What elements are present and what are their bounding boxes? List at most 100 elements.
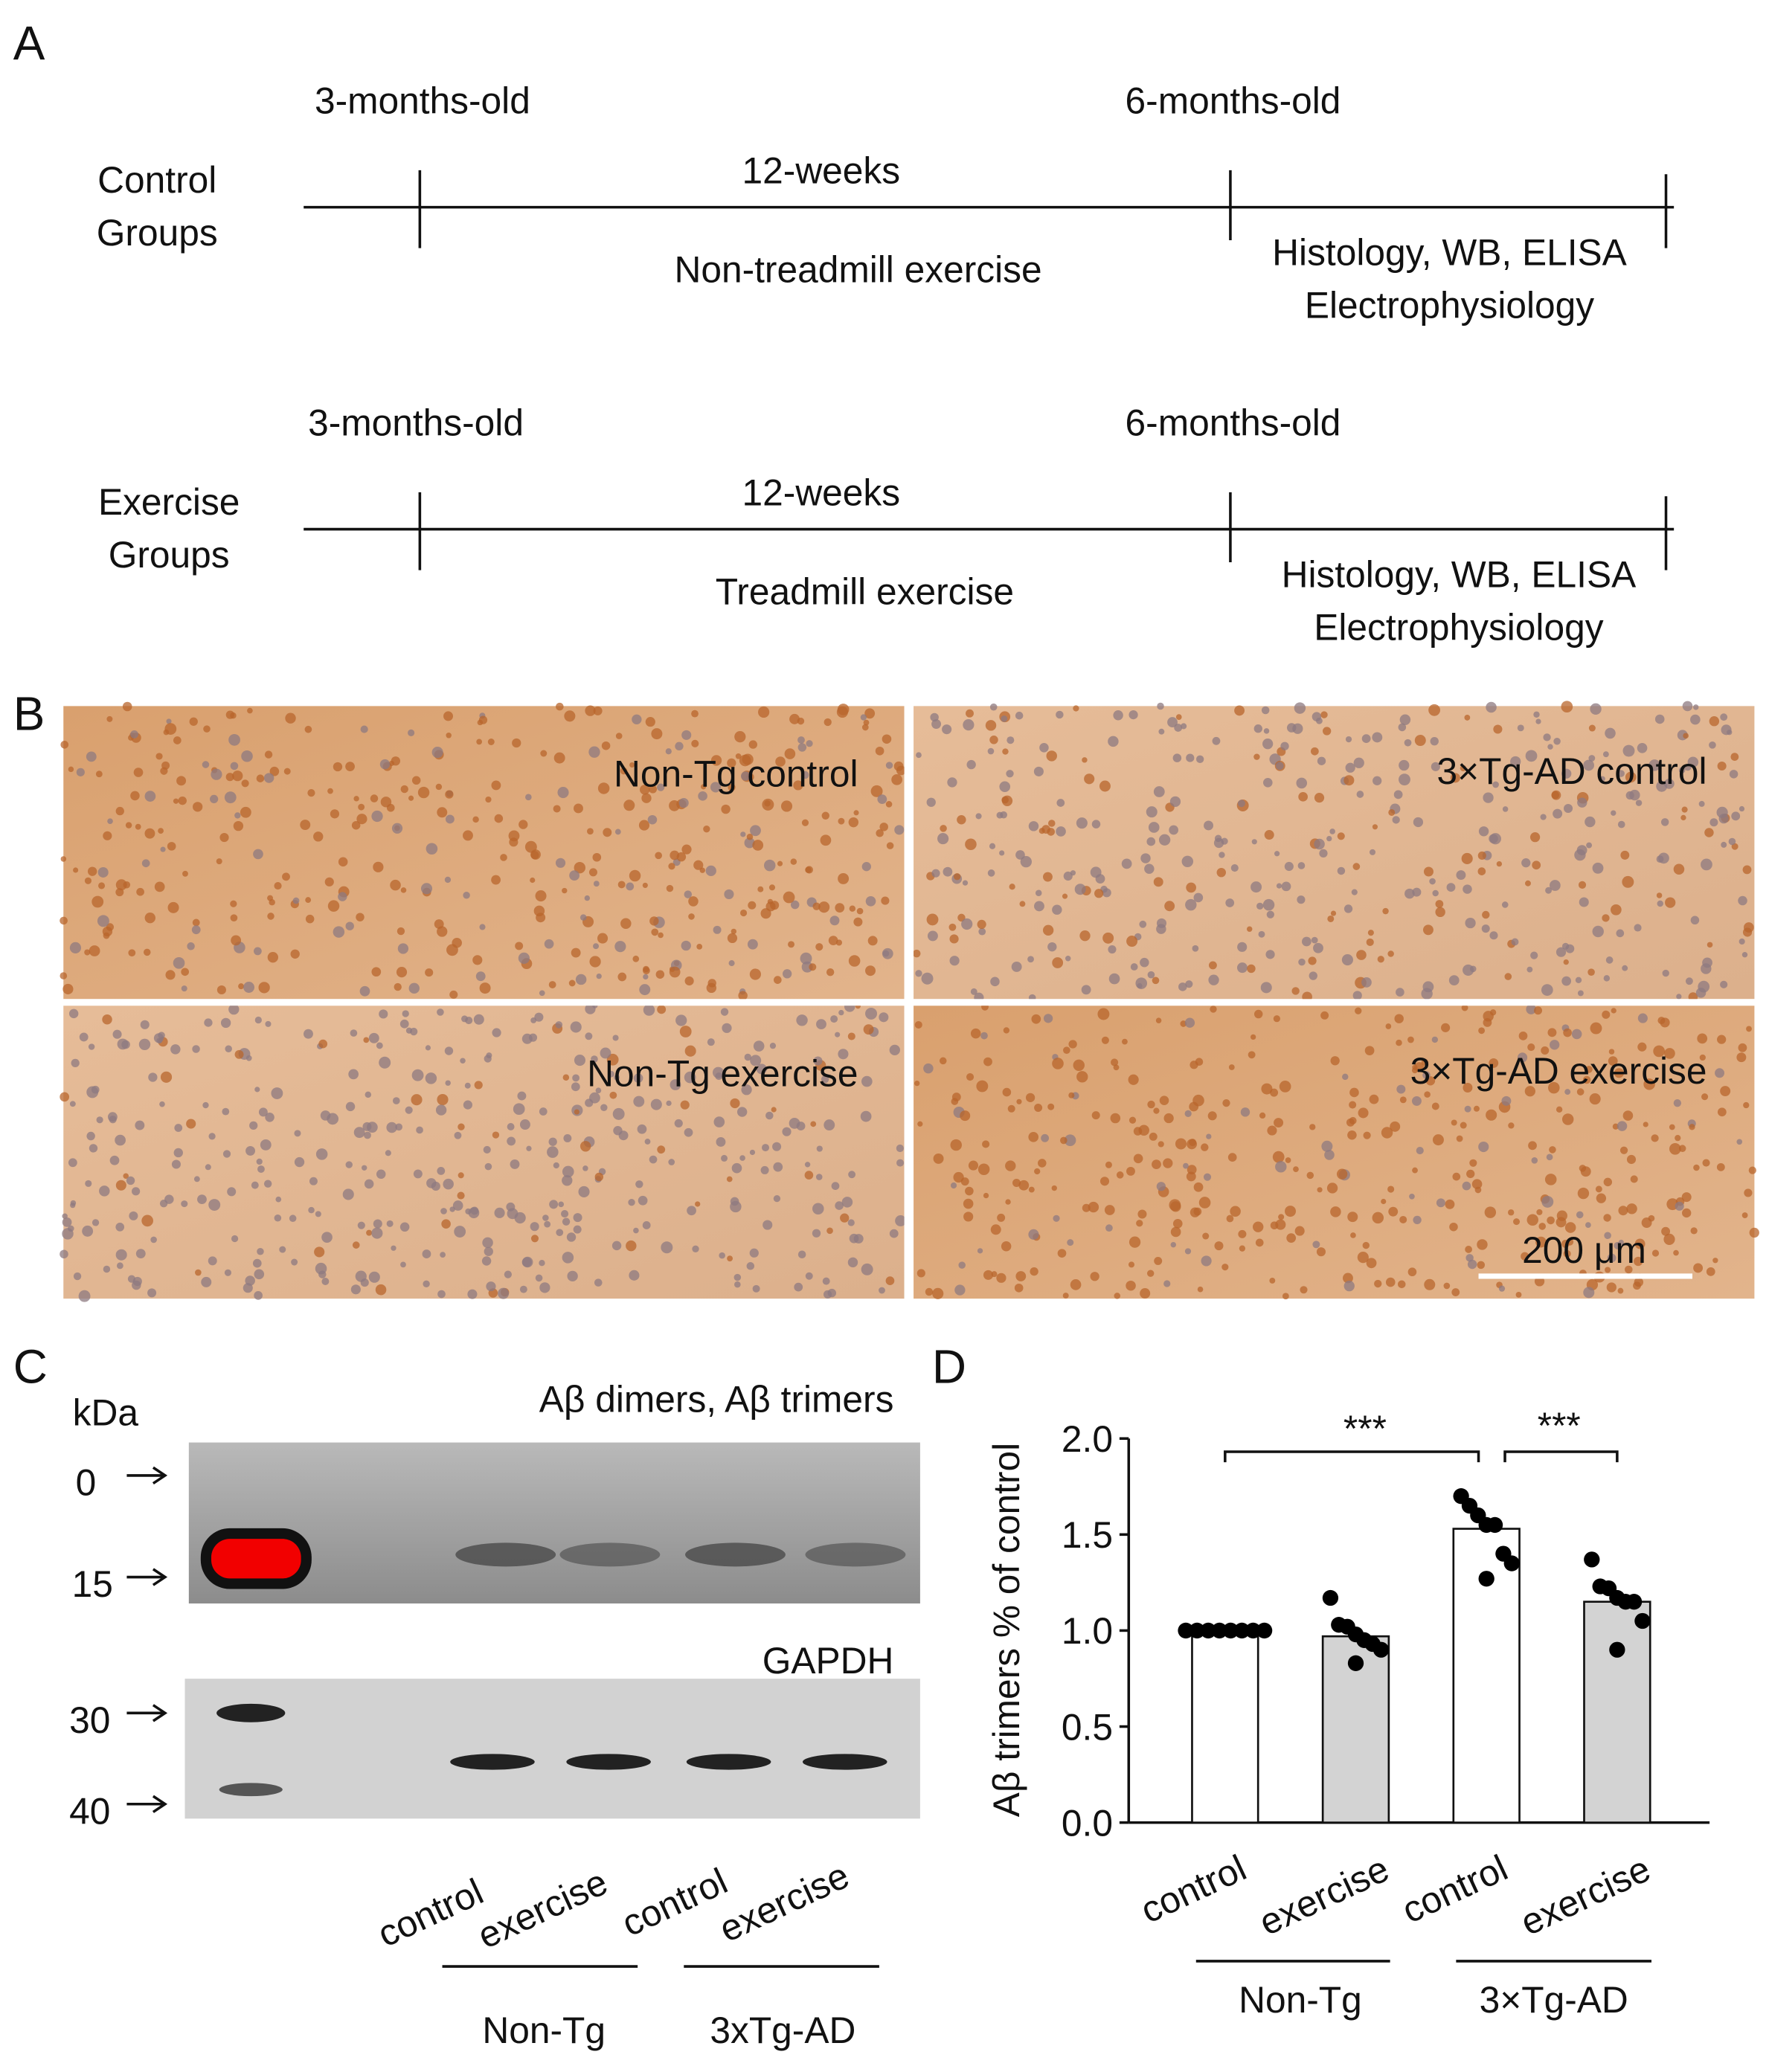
- cell: [1001, 715, 1008, 722]
- cell: [632, 714, 642, 724]
- cell: [1463, 884, 1472, 894]
- cell: [166, 718, 172, 724]
- cell: [1001, 795, 1013, 806]
- cell: [678, 797, 689, 808]
- cell: [1149, 1132, 1158, 1141]
- cell: [1065, 956, 1071, 962]
- cell: [997, 1213, 1006, 1222]
- cell: [87, 866, 97, 876]
- cell: [202, 761, 210, 768]
- cell: [1128, 710, 1138, 720]
- cell: [1706, 1267, 1715, 1276]
- cell: [1547, 744, 1553, 750]
- cell: [173, 736, 182, 744]
- cell: [1616, 1121, 1628, 1131]
- cell: [740, 771, 751, 781]
- cell: [1001, 1241, 1012, 1252]
- cell: [1152, 977, 1160, 985]
- cell: [249, 1121, 258, 1130]
- cell: [848, 955, 861, 967]
- cell: [202, 1101, 209, 1109]
- cell: [707, 1038, 715, 1046]
- cell: [1034, 901, 1044, 912]
- cell: [710, 755, 722, 766]
- cell: [1330, 1206, 1341, 1217]
- cell: [958, 1261, 966, 1269]
- cell: [535, 1274, 543, 1282]
- cell: [1227, 1153, 1237, 1162]
- cell: [691, 710, 699, 718]
- cell: [968, 1160, 979, 1171]
- cell: [1421, 1058, 1429, 1066]
- cell: [1531, 1157, 1538, 1164]
- cell: [1258, 930, 1265, 938]
- cell: [976, 1080, 989, 1093]
- cell: [115, 1134, 126, 1146]
- cell: [1114, 1293, 1121, 1299]
- cell: [1043, 1014, 1053, 1023]
- cell: [1343, 775, 1355, 786]
- cell: [391, 823, 403, 834]
- cell: [530, 1235, 539, 1243]
- cell: [1484, 1206, 1497, 1218]
- cell: [617, 881, 626, 889]
- cell: [629, 869, 641, 882]
- cell: [267, 952, 278, 963]
- cell: [712, 1066, 725, 1078]
- cell: [612, 1107, 625, 1120]
- cell: [1556, 1217, 1567, 1228]
- cell: [338, 892, 347, 901]
- cell: [1345, 762, 1355, 773]
- cell: [1099, 780, 1111, 792]
- cell: [445, 814, 455, 824]
- image-label: Non-Tg control: [614, 753, 858, 795]
- cell: [375, 1284, 387, 1296]
- cell: [181, 1200, 188, 1208]
- cell: [167, 842, 176, 851]
- cell: [1158, 1141, 1164, 1148]
- cell: [216, 985, 226, 995]
- cell: [463, 892, 470, 899]
- data-point: [1189, 1622, 1205, 1639]
- group-label: Non-Tg: [482, 2010, 606, 2051]
- cell: [548, 1137, 557, 1146]
- cell: [921, 972, 934, 985]
- cell: [1541, 1195, 1554, 1208]
- cell: [1207, 1111, 1217, 1121]
- cell: [1104, 1205, 1115, 1215]
- cell: [1404, 739, 1412, 747]
- cell: [1489, 834, 1498, 843]
- cell: [1561, 976, 1571, 986]
- cell: [1184, 1248, 1192, 1255]
- cell: [1175, 1138, 1187, 1150]
- cell: [1412, 887, 1422, 897]
- cell: [645, 717, 655, 727]
- cell: [806, 740, 813, 747]
- cell: [109, 1116, 117, 1124]
- cell: [939, 1057, 947, 1065]
- cell: [224, 791, 237, 804]
- cell: [734, 730, 746, 743]
- cell: [1715, 1068, 1725, 1078]
- cell: [103, 932, 110, 939]
- cell: [1298, 791, 1308, 802]
- cell: [1461, 852, 1473, 865]
- cell: [1293, 1166, 1299, 1172]
- cell: [889, 1229, 899, 1238]
- cell: [123, 1173, 129, 1180]
- cell: [1473, 1105, 1480, 1112]
- cell: [1133, 1154, 1143, 1164]
- cell: [820, 834, 832, 846]
- cell: [943, 866, 953, 877]
- cell: [408, 795, 414, 801]
- cell: [1030, 1267, 1038, 1276]
- ladder-band: [216, 1703, 286, 1722]
- cell: [258, 1107, 268, 1117]
- cell: [1422, 924, 1434, 936]
- cell: [1314, 793, 1325, 803]
- cell: [693, 860, 704, 870]
- cell: [253, 849, 263, 860]
- cell: [1579, 897, 1589, 907]
- cell: [1564, 1222, 1576, 1233]
- cell: [865, 1007, 878, 1020]
